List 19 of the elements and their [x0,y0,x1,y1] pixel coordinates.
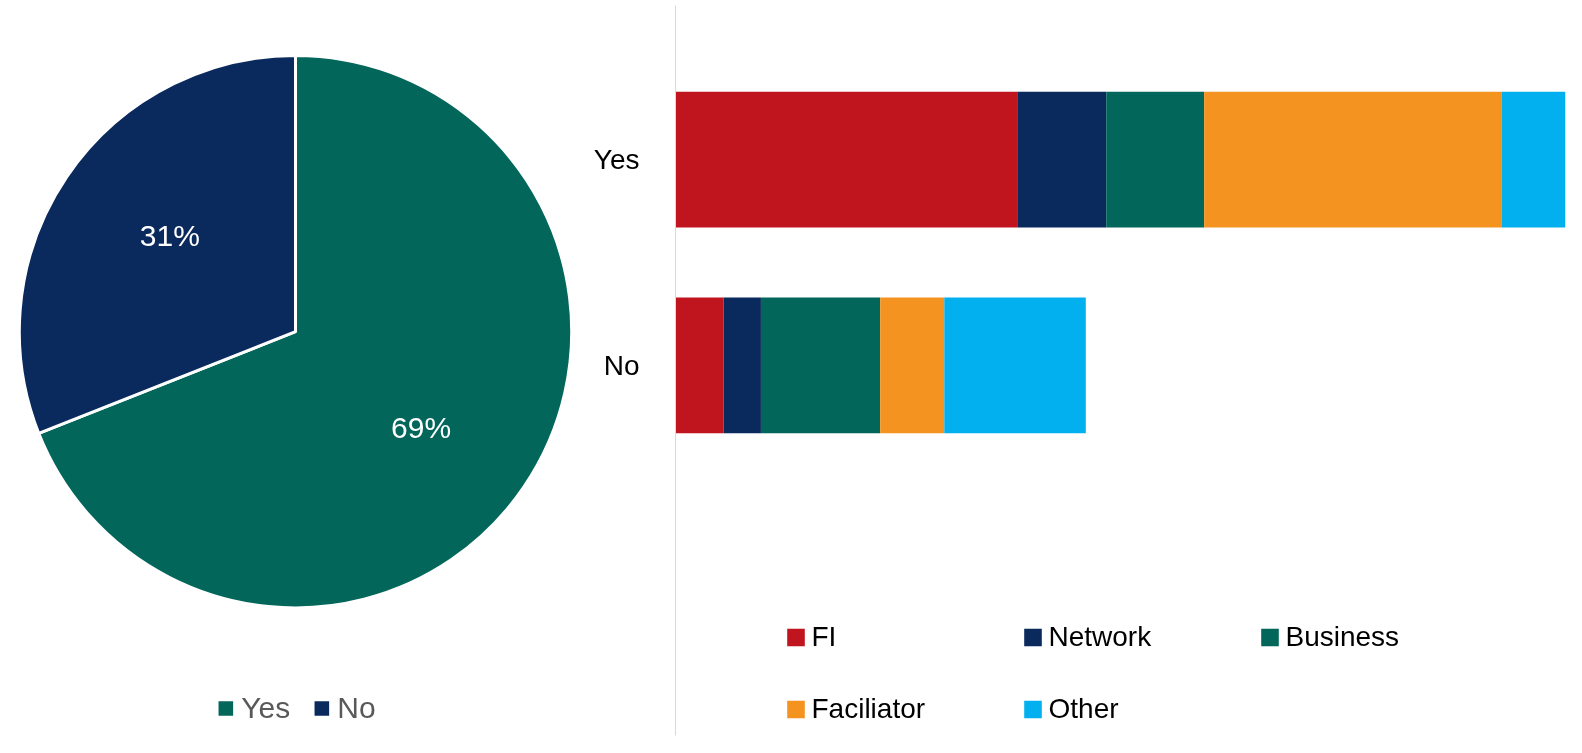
bar [1017,91,1107,228]
data-label: 31% [139,219,200,253]
legend-label: Business [1285,621,1401,653]
bar [723,297,761,434]
legend-label: FI [811,621,838,653]
bar [760,297,881,434]
bar [1106,91,1205,228]
bar [1501,91,1566,228]
legend-label: Network [1048,621,1153,653]
legend-label: Faciliator [811,693,927,725]
bar [675,91,1018,228]
bar [675,297,724,434]
legend-label: No [337,691,376,725]
legend-label: Yes [241,691,291,725]
data-label: 69% [391,411,452,445]
legend-label: Other [1048,693,1120,725]
bar [1204,91,1502,228]
bar [880,297,945,434]
bar [944,297,1086,434]
